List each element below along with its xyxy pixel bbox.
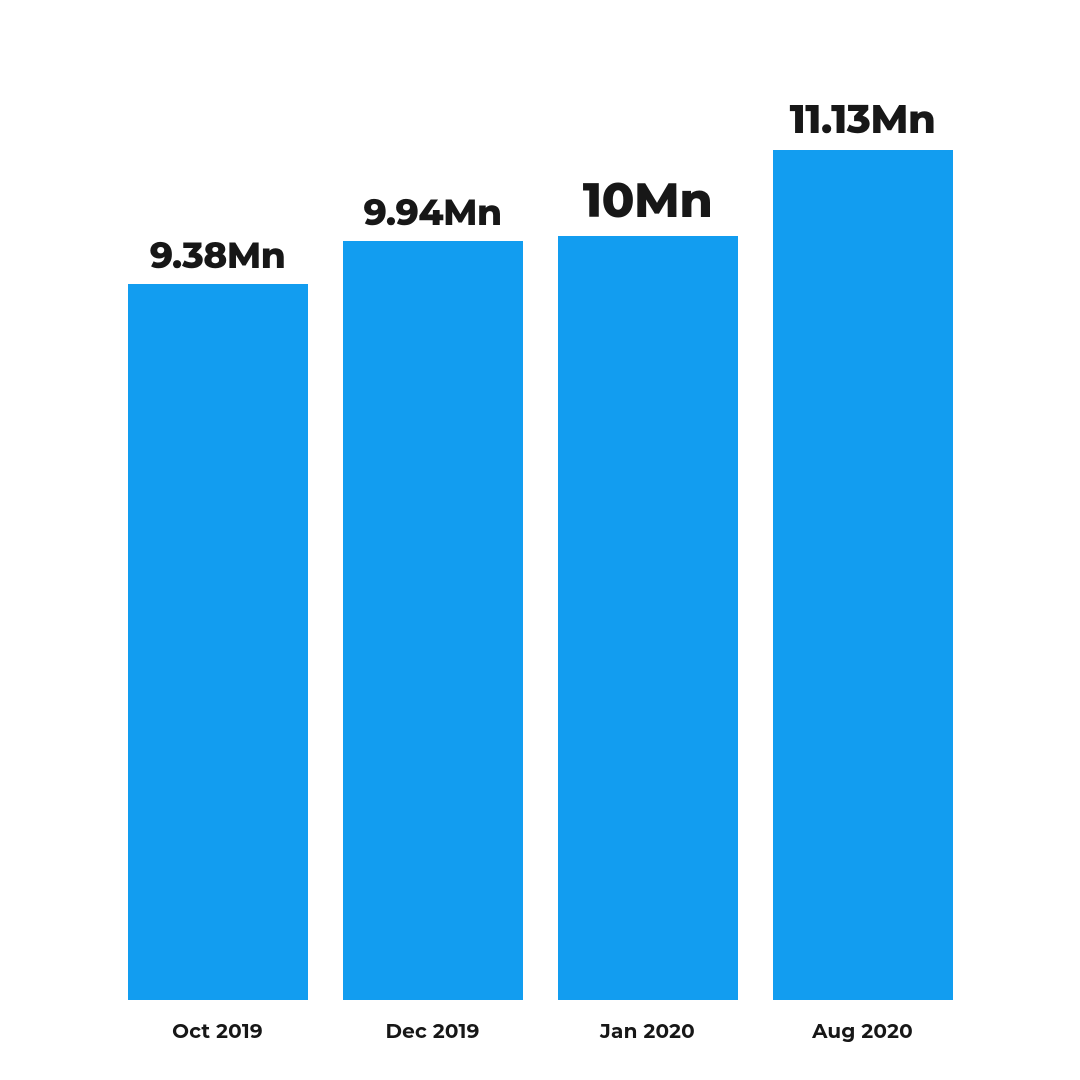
bar-slot: 10MnJan 2020 [540, 60, 755, 1000]
bar [558, 236, 738, 1000]
bar-slot: 11.13MnAug 2020 [755, 60, 970, 1000]
x-axis-label: Oct 2019 [172, 1020, 263, 1044]
x-axis-label: Jan 2020 [600, 1020, 695, 1044]
bar-slot: 9.94MnDec 2019 [325, 60, 540, 1000]
bar-value-label: 9.38Mn [150, 234, 286, 278]
bar [343, 241, 523, 1000]
bar [773, 150, 953, 1000]
bar [128, 284, 308, 1000]
bars-container: 9.38MnOct 20199.94MnDec 201910MnJan 2020… [110, 60, 970, 1000]
bar-chart: 9.38MnOct 20199.94MnDec 201910MnJan 2020… [0, 0, 1080, 1080]
bar-value-label: 9.94Mn [363, 191, 501, 235]
x-axis-label: Aug 2020 [812, 1020, 913, 1044]
bar-value-label: 10Mn [583, 172, 713, 230]
bar-slot: 9.38MnOct 2019 [110, 60, 325, 1000]
plot-area: 9.38MnOct 20199.94MnDec 201910MnJan 2020… [110, 60, 970, 1000]
bar-value-label: 11.13Mn [790, 95, 936, 144]
x-axis-label: Dec 2019 [385, 1020, 479, 1044]
